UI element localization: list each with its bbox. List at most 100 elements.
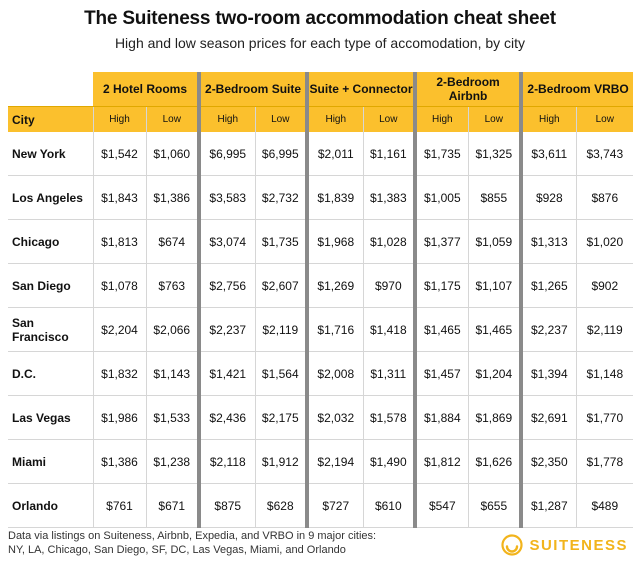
- price-cell: $610: [362, 483, 418, 528]
- price-cell: $1,626: [467, 439, 524, 484]
- price-cell: $1,287: [520, 483, 577, 528]
- source-footnote: Data via listings on Suiteness, Airbnb, …: [8, 529, 458, 557]
- price-cell: $1,238: [145, 439, 202, 484]
- price-cell: $2,237: [520, 307, 577, 352]
- price-cell: $875: [198, 483, 256, 528]
- price-cell: $2,732: [254, 175, 310, 220]
- price-cell: $1,005: [414, 175, 469, 220]
- price-cell: $2,237: [198, 307, 256, 352]
- high-header: High: [92, 106, 146, 132]
- city-cell: D.C.: [8, 351, 93, 396]
- price-cell: $902: [575, 263, 634, 308]
- price-cell: $1,265: [520, 263, 577, 308]
- price-cell: $1,204: [467, 351, 524, 396]
- city-cell: San Francisco: [8, 307, 93, 352]
- price-cell: $1,578: [362, 395, 418, 440]
- price-cell: $2,175: [254, 395, 310, 440]
- price-cell: $1,533: [145, 395, 202, 440]
- table-row: San Diego $1,078 $763 $2,756 $2,607 $1,2…: [8, 263, 634, 308]
- price-cell: $2,691: [520, 395, 577, 440]
- low-header: Low: [254, 106, 310, 132]
- price-cell: $1,832: [92, 351, 146, 396]
- low-header: Low: [575, 106, 634, 132]
- price-cell: $628: [254, 483, 310, 528]
- price-cell: $674: [145, 219, 202, 264]
- price-cell: $6,995: [198, 132, 256, 176]
- price-cell: $970: [362, 263, 418, 308]
- table-row: Miami $1,386 $1,238 $2,118 $1,912 $2,194…: [8, 439, 634, 484]
- price-cell: $2,607: [254, 263, 310, 308]
- price-cell: $1,161: [362, 132, 418, 176]
- corner-cell: [8, 72, 93, 107]
- price-cell: $3,611: [520, 132, 577, 176]
- price-cell: $1,716: [306, 307, 364, 352]
- table-row: Orlando $761 $671 $875 $628 $727 $610 $5…: [8, 483, 634, 528]
- low-header: Low: [362, 106, 418, 132]
- price-cell: $2,756: [198, 263, 256, 308]
- group-header-vrbo: 2-Bedroom VRBO: [521, 72, 634, 107]
- city-cell: Miami: [8, 439, 93, 484]
- price-cell: $1,968: [306, 219, 364, 264]
- price-cell: $1,542: [92, 132, 146, 176]
- price-cell: $876: [575, 175, 634, 220]
- price-cell: $1,812: [414, 439, 469, 484]
- price-cell: $671: [145, 483, 202, 528]
- city-cell: Los Angeles: [8, 175, 93, 220]
- price-cell: $2,032: [306, 395, 364, 440]
- group-header-suite-connector: Suite + Connector: [307, 72, 418, 107]
- table-row: San Francisco $2,204 $2,066 $2,237 $2,11…: [8, 307, 634, 352]
- price-cell: $1,143: [145, 351, 202, 396]
- price-cell: $1,778: [575, 439, 634, 484]
- price-cell: $1,059: [467, 219, 524, 264]
- group-header-hotel-rooms: 2 Hotel Rooms: [93, 72, 202, 107]
- page-subtitle: High and low season prices for each type…: [114, 35, 526, 51]
- price-cell: $763: [145, 263, 202, 308]
- price-cell: $1,564: [254, 351, 310, 396]
- price-cell: $1,175: [414, 263, 469, 308]
- city-cell: Las Vegas: [8, 395, 93, 440]
- price-cell: $1,770: [575, 395, 634, 440]
- city-column-header: City: [8, 106, 93, 132]
- price-cell: $1,986: [92, 395, 146, 440]
- price-cell: $1,383: [362, 175, 418, 220]
- footnote-line: Data via listings on Suiteness, Airbnb, …: [8, 530, 377, 542]
- city-cell: Orlando: [8, 483, 93, 528]
- price-table: 2 Hotel Rooms 2-Bedroom Suite Suite + Co…: [8, 72, 634, 528]
- group-header-row: 2 Hotel Rooms 2-Bedroom Suite Suite + Co…: [8, 72, 634, 107]
- price-cell: $3,074: [198, 219, 256, 264]
- price-cell: $1,394: [520, 351, 577, 396]
- price-cell: $727: [306, 483, 364, 528]
- table-row: Los Angeles $1,843 $1,386 $3,583 $2,732 …: [8, 175, 634, 220]
- price-cell: $1,418: [362, 307, 418, 352]
- price-cell: $2,011: [306, 132, 364, 176]
- price-cell: $1,421: [198, 351, 256, 396]
- price-cell: $1,465: [467, 307, 524, 352]
- city-cell: New York: [8, 132, 93, 176]
- subheader-row: City High Low High Low High Low High Low…: [8, 106, 634, 132]
- price-cell: $2,119: [254, 307, 310, 352]
- price-cell: $1,060: [145, 132, 202, 176]
- price-cell: $2,119: [575, 307, 634, 352]
- price-cell: $3,743: [575, 132, 634, 176]
- high-header: High: [520, 106, 577, 132]
- high-header: High: [306, 106, 364, 132]
- price-cell: $1,028: [362, 219, 418, 264]
- footnote-line: NY, LA, Chicago, San Diego, SF, DC, Las …: [8, 544, 346, 556]
- price-cell: $489: [575, 483, 634, 528]
- price-cell: $1,386: [92, 439, 146, 484]
- price-cell: $1,735: [254, 219, 310, 264]
- price-cell: $761: [92, 483, 146, 528]
- price-cell: $1,148: [575, 351, 634, 396]
- group-header-airbnb: 2-Bedroom Airbnb: [415, 72, 524, 107]
- price-cell: $2,204: [92, 307, 146, 352]
- table-row: Chicago $1,813 $674 $3,074 $1,735 $1,968…: [8, 219, 634, 264]
- price-cell: $1,912: [254, 439, 310, 484]
- price-cell: $1,490: [362, 439, 418, 484]
- price-cell: $2,008: [306, 351, 364, 396]
- price-cell: $855: [467, 175, 524, 220]
- table-row: New York $1,542 $1,060 $6,995 $6,995 $2,…: [8, 132, 634, 176]
- price-cell: $3,583: [198, 175, 256, 220]
- group-header-bedroom-suite: 2-Bedroom Suite: [199, 72, 310, 107]
- price-cell: $1,386: [145, 175, 202, 220]
- price-cell: $2,350: [520, 439, 577, 484]
